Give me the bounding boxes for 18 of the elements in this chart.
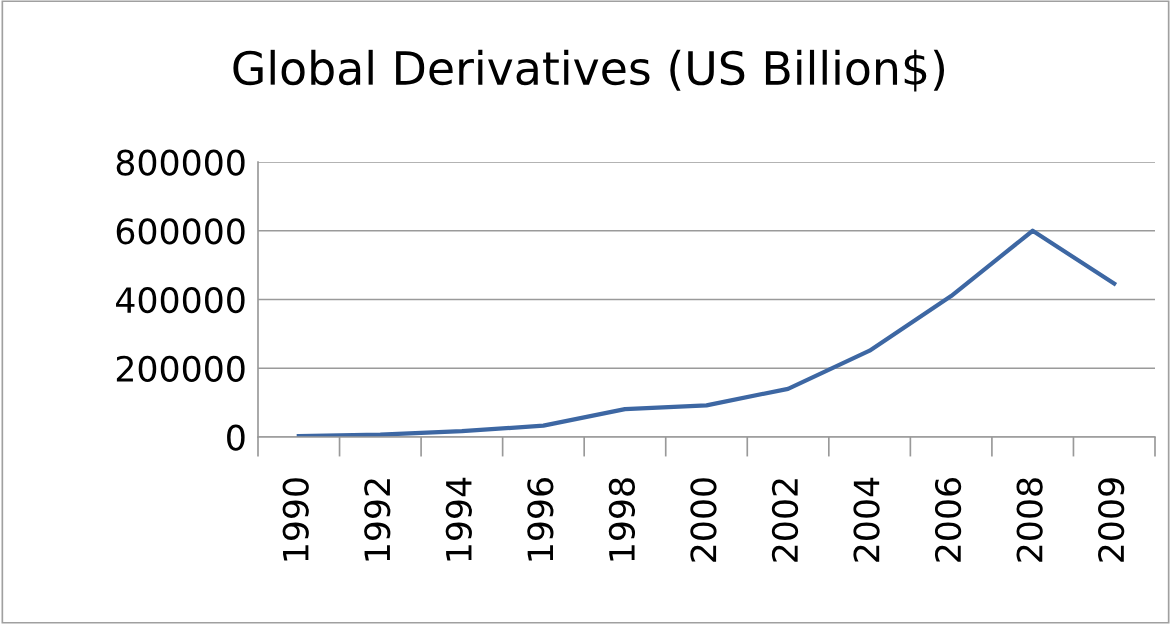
x-tick-label: 2004: [853, 477, 880, 562]
x-tick-label: 2002: [771, 479, 799, 562]
x-tick-label: 2008: [1016, 478, 1043, 562]
x-tick-label: 1992: [364, 479, 391, 561]
x-tick-label: 1990: [282, 478, 309, 561]
x-tick-label: 2006: [934, 478, 962, 562]
y-tick-label: 800000: [116, 149, 245, 176]
y-tick-label: 600000: [116, 218, 245, 245]
x-tick-label: 1998: [608, 478, 636, 561]
x-tick-label: 2009: [1098, 478, 1125, 562]
y-tick-label: 400000: [116, 286, 245, 314]
x-tick-label: 1996: [527, 478, 554, 561]
chart-title: Global Derivatives (US Billion$): [233, 49, 945, 92]
y-tick-label: 200000: [116, 355, 245, 382]
line-series: [296, 228, 1117, 437]
x-tick-label: 1994: [445, 477, 472, 561]
y-tick-label: 0: [227, 424, 245, 451]
x-tick-label: 2000: [690, 478, 717, 562]
